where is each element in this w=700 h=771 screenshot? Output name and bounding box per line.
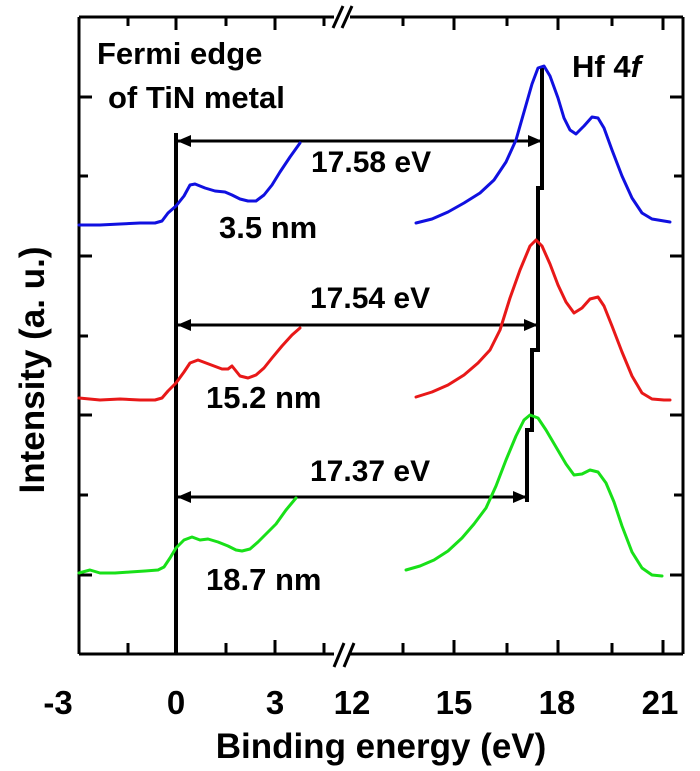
x-tick-label: -3 [43, 684, 72, 721]
separation-label-18-7nm: 17.37 eV [310, 455, 430, 488]
series-18-7nm [77, 413, 664, 578]
hf-4f-label: Hf 4f [572, 49, 644, 84]
x-tick-label: 12 [334, 684, 371, 721]
axis-break-top-icon [331, 5, 354, 29]
thickness-label-18-7nm: 18.7 nm [206, 562, 321, 597]
fermi-label-line2: of TiN metal [108, 80, 285, 115]
y-ticks-left [79, 95, 92, 577]
x-tick-label: 3 [266, 684, 284, 721]
hf-label-main: Hf 4 [572, 49, 631, 84]
series-15-2nm [77, 238, 672, 402]
x-tick-label: 18 [539, 684, 576, 721]
valence-band-3-5nm [77, 141, 302, 227]
series-3-5nm [77, 64, 672, 227]
x-tick-label: 0 [167, 684, 185, 721]
core-level-3-5nm [414, 64, 672, 225]
valence-band-15-2nm [77, 326, 302, 402]
x-ticks-top [126, 17, 665, 30]
separation-label-15-2nm: 17.54 eV [310, 282, 430, 315]
hf-label-italic: f [631, 49, 644, 84]
fermi-label-line1: Fermi edge [97, 36, 262, 71]
y-ticks-right [670, 95, 683, 577]
x-tick-label: 21 [642, 684, 679, 721]
thickness-label-15-2nm: 15.2 nm [206, 380, 321, 415]
x-tick-labels: -3 0 3 12 15 18 21 [43, 684, 678, 721]
x-tick-label: 15 [436, 684, 473, 721]
core-level-18-7nm [404, 413, 664, 578]
x-ticks-bottom [126, 640, 665, 654]
valence-band-18-7nm [77, 496, 298, 575]
core-level-15-2nm [414, 238, 672, 402]
axis-break-bottom-icon [332, 642, 356, 668]
separation-label-3-5nm: 17.58 eV [311, 146, 431, 179]
peak-marker-step-line [525, 68, 544, 502]
x-axis-title: Binding energy (eV) [216, 727, 547, 766]
y-axis-title: Intensity (a. u.) [13, 247, 52, 494]
thickness-label-3-5nm: 3.5 nm [219, 210, 317, 245]
